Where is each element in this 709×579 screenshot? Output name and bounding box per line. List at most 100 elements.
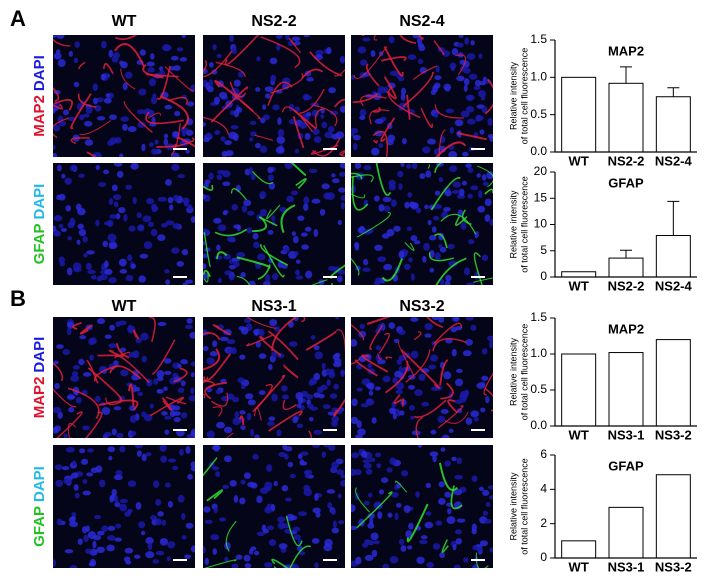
nucleus — [481, 105, 488, 114]
y-axis-label: of total cell fluorescence — [519, 458, 529, 555]
nucleus — [92, 534, 102, 541]
nucleus — [447, 508, 452, 515]
nucleus — [190, 466, 195, 472]
nucleus — [489, 340, 493, 349]
nucleus — [138, 275, 146, 283]
nucleus — [304, 132, 311, 140]
nucleus — [378, 489, 385, 495]
nucleus — [123, 214, 128, 222]
nucleus — [122, 123, 128, 131]
nucleus — [243, 472, 251, 480]
cells — [351, 317, 493, 438]
nucleus — [359, 115, 366, 120]
nucleus — [424, 521, 434, 529]
nucleus — [264, 506, 273, 514]
nucleus — [338, 187, 345, 193]
nucleus — [203, 137, 210, 143]
nucleus — [111, 488, 117, 496]
nucleus — [177, 363, 182, 368]
process — [288, 37, 302, 54]
nucleus — [337, 269, 345, 275]
process — [418, 35, 424, 40]
nucleus — [151, 203, 157, 211]
process — [380, 117, 396, 143]
nucleus — [403, 505, 411, 514]
process — [93, 365, 117, 382]
process — [203, 332, 221, 341]
nucleus — [351, 398, 358, 407]
process — [333, 398, 345, 417]
nucleus — [85, 525, 90, 532]
nucleus — [190, 545, 195, 553]
nucleus — [276, 43, 281, 51]
nucleus — [467, 193, 473, 199]
process — [79, 120, 112, 136]
nucleus — [99, 479, 106, 488]
process — [206, 489, 224, 502]
nucleus — [172, 465, 179, 471]
nucleus — [216, 53, 222, 59]
nucleus — [434, 190, 441, 196]
process — [203, 60, 207, 73]
x-tick-label: NS2-2 — [608, 278, 645, 293]
nucleus — [181, 249, 189, 256]
nucleus — [361, 451, 368, 458]
micrograph — [351, 445, 493, 568]
nucleus — [109, 214, 117, 219]
nucleus — [386, 467, 393, 473]
process — [483, 372, 493, 396]
nucleus — [143, 414, 153, 422]
nucleus — [298, 551, 306, 556]
nucleus — [173, 194, 180, 202]
process — [381, 56, 407, 62]
nucleus — [302, 94, 312, 101]
nucleus — [464, 37, 470, 45]
nucleus — [78, 358, 85, 366]
nucleus — [445, 108, 455, 114]
nucleus — [410, 273, 415, 281]
nucleus — [67, 221, 75, 229]
nucleus — [212, 44, 217, 51]
cells — [203, 317, 345, 438]
nucleus — [166, 556, 171, 562]
nucleus — [485, 396, 490, 404]
nucleus — [295, 391, 304, 400]
nucleus — [444, 491, 452, 498]
cells — [53, 317, 195, 438]
nucleus — [155, 550, 165, 556]
process — [114, 43, 145, 67]
error-bar — [620, 249, 632, 259]
nucleus — [71, 371, 79, 377]
nucleus — [259, 208, 267, 217]
nucleus — [105, 93, 111, 98]
nucleus — [331, 415, 339, 423]
nucleus — [303, 203, 309, 211]
process — [70, 137, 90, 145]
nucleus — [237, 71, 244, 78]
y-tick-label: 0 — [540, 269, 547, 283]
nucleus — [324, 131, 334, 139]
nucleus — [400, 87, 407, 95]
nucleus — [58, 120, 66, 127]
nucleus — [322, 404, 331, 410]
nucleus — [356, 387, 363, 392]
nucleus — [281, 385, 288, 392]
process — [56, 411, 83, 438]
process — [305, 330, 337, 351]
nucleus — [261, 524, 267, 532]
nucleus — [147, 67, 155, 73]
process — [413, 399, 447, 418]
nucleus — [57, 411, 63, 419]
nucleus — [212, 340, 218, 348]
process — [461, 209, 472, 226]
row-label-word: DAPI — [31, 184, 48, 220]
process — [351, 193, 366, 199]
nucleus — [204, 519, 213, 524]
nucleus — [264, 562, 273, 568]
nucleus — [54, 464, 63, 471]
nucleus — [149, 515, 158, 521]
process — [440, 213, 477, 235]
process — [415, 417, 424, 438]
nucleus — [137, 121, 146, 128]
